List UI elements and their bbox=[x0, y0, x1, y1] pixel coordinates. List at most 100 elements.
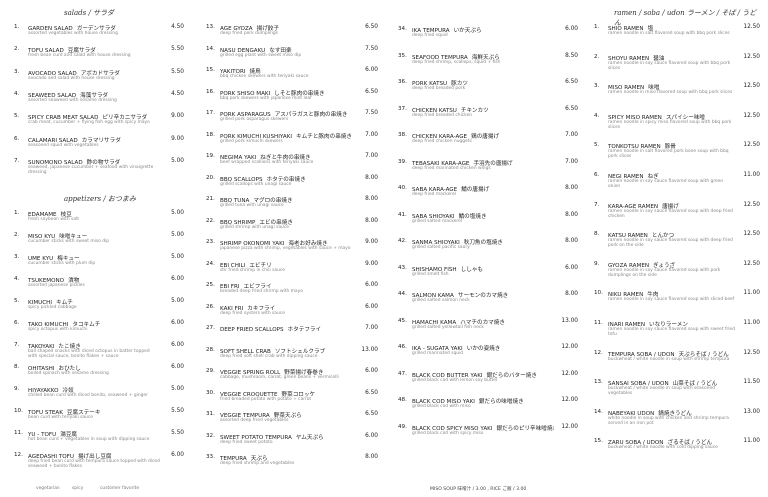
item-name: CALAMARI SALAD bbox=[28, 137, 78, 144]
item-name-line: BBQ TUNA マグロの串焼き bbox=[220, 196, 354, 204]
item-description: ball shaped snacks with diced octopus in… bbox=[28, 349, 150, 359]
item-name: PORK SHISO MAKI bbox=[220, 90, 271, 97]
item-price: 12.50 bbox=[743, 142, 760, 149]
item-name: INARI RAMEN bbox=[608, 322, 646, 328]
menu-item: 47. BLACK COD BUTTER YAKI 銀だらのバター焼き 12.00 gr… bbox=[398, 371, 578, 398]
item-description: ramen noodle in spicy miso flavored soup… bbox=[608, 119, 732, 130]
menu-item: 8. KATSU RAMEN とんかつ 12.50 ramen noodle in so… bbox=[594, 231, 760, 261]
item-description: ramen noodle in salt flavored pork bone … bbox=[608, 149, 729, 160]
item-description: deep fried soft shell crab with dipping … bbox=[220, 353, 318, 359]
item-japanese: 豆腐サラダ bbox=[67, 48, 96, 55]
item-japanese: ハマチのカマ焼き bbox=[460, 319, 505, 326]
menu-item: 9. GYOZA RAMEN ぎょうざ 12.50 ramen noodle in so… bbox=[594, 261, 760, 291]
item-japanese: 野菜揚げ春巻き bbox=[284, 370, 324, 376]
menu-item: 37. CHICKEN KATSU チキンカツ 6.50 deep fried brea… bbox=[398, 106, 578, 133]
item-description: bbq chicken skewers with teriyaki sauce bbox=[220, 74, 309, 79]
item-number: 8. bbox=[14, 364, 20, 370]
item-number: 13. bbox=[206, 24, 215, 30]
item-description: grilled salted mackerel bbox=[412, 218, 463, 224]
legend-item: vegetarian bbox=[36, 486, 60, 491]
item-name: SEAFOOD TEMPURA bbox=[412, 54, 468, 61]
item-name: AVOCADO SALAD bbox=[28, 70, 77, 77]
item-japanese: 海老お好み焼き bbox=[288, 241, 328, 247]
item-name: TEMPURA bbox=[220, 456, 247, 462]
item-japanese: ざるそば / うどん bbox=[667, 440, 713, 447]
item-name: NASU DENGAKU bbox=[220, 47, 266, 54]
item-description: japanese pizza with shrimp, vegetables w… bbox=[220, 246, 351, 251]
item-number: 27. bbox=[206, 325, 215, 331]
menu-item: 11. INARI RAMEN いなりラーメン 11.00 ramen noodle i… bbox=[594, 320, 760, 350]
menu-item: 11. YU - TOFU 湯豆腐 5.50 hot bean curd + veget… bbox=[14, 430, 184, 452]
item-name-line: NABEYAKI UDON 鍋焼きうどん bbox=[608, 409, 736, 417]
item-price: 8.00 bbox=[365, 217, 378, 224]
menu-column: ramen / soba / udon ラーメン / そば / うどん 1. SHI… bbox=[594, 0, 760, 480]
menu-item: 6. NEGI RAMEN ねぎ 11.00 ramen noodle in soy s… bbox=[594, 172, 760, 202]
item-description: crab meat, cucumber + flying fish egg wi… bbox=[28, 120, 150, 126]
item-price: 8.00 bbox=[565, 291, 578, 297]
item-price: 8.50 bbox=[565, 52, 578, 59]
item-japanese: ねぎと牛肉の串焼き bbox=[260, 155, 311, 161]
item-number: 8. bbox=[594, 231, 600, 238]
item-name-line: SWEET POTATO TEMPURA ヤム天ぷら bbox=[220, 433, 354, 441]
item-name-line: VEGGIE CROQUETTE 野菜コロッケ bbox=[220, 390, 354, 398]
item-price: 12.50 bbox=[743, 83, 760, 90]
item-name-line: SPICY CRAB MEAT SALAD ピリ辛カニサラダ bbox=[28, 113, 160, 121]
menu-item: 9. HIYAYAKKO 冷奴 5.00 chilled bean curd with … bbox=[14, 386, 184, 408]
item-number: 1. bbox=[14, 210, 20, 216]
item-name: HIYAYAKKO bbox=[28, 388, 59, 394]
item-name: TAKOYAKI bbox=[28, 344, 55, 350]
item-japanese: 豚カツ bbox=[451, 81, 468, 87]
item-number: 5. bbox=[14, 298, 20, 304]
item-japanese: 野菜コロッケ bbox=[281, 391, 316, 398]
item-japanese: 銀だらのピリ辛味噌焼き bbox=[496, 425, 554, 432]
item-price: 7.50 bbox=[365, 45, 378, 52]
item-japanese: スパイシー味噌 bbox=[665, 114, 705, 121]
item-name-line: TOFU STEAK 豆腐ステーキ bbox=[28, 408, 160, 416]
item-japanese: 唐揚げ bbox=[662, 203, 679, 210]
item-number: 16. bbox=[206, 88, 215, 95]
item-name: IKA TEMPURA bbox=[412, 28, 450, 34]
item-description: deep fried chicken nuggets bbox=[412, 139, 472, 144]
menu-item: 5. KIMUCHI キムチ 5.00 spicy pickled cabbage bbox=[14, 298, 184, 320]
item-name-line: CHICKEN KARA-AGE 鶏の唐揚げ bbox=[412, 132, 554, 140]
item-name-line: VEGGIE TEMPURA 野菜天ぷら bbox=[220, 411, 354, 419]
item-price: 8.00 bbox=[565, 185, 578, 191]
item-name-line: SANSAI SOBA / UDON 山菜そば / うどん bbox=[608, 379, 736, 387]
item-number: 45. bbox=[398, 317, 407, 324]
item-name-line: IKA - SUGATA YAKI いかの姿焼き bbox=[412, 344, 554, 352]
item-name-line: KATSU RAMEN とんかつ bbox=[608, 231, 736, 239]
item-description: deep fried squid bbox=[412, 33, 448, 38]
item-japanese: 枝豆 bbox=[60, 212, 72, 218]
item-name: UME KYU bbox=[28, 256, 54, 262]
menu-item: 3. UME KYU 梅キュー 5.00 cucumber sticks with pl… bbox=[14, 254, 184, 276]
item-number: 15. bbox=[206, 67, 215, 73]
item-description: assorted japanese pickles bbox=[28, 283, 85, 288]
item-description: assorted seaweed with sesame dressing bbox=[28, 97, 117, 103]
legend-item: customer favorite bbox=[100, 486, 140, 491]
menu-item: 7. TAKOYAKI たこ焼き 6.00 ball shaped snacks wit… bbox=[14, 342, 184, 364]
item-japanese: 手羽先の唐揚げ bbox=[473, 160, 513, 167]
item-price: 12.00 bbox=[561, 423, 578, 430]
item-name: CHICKEN KATSU bbox=[412, 107, 457, 114]
menu-item: 6. CALAMARI SALAD カラマリサラダ 9.00 seasoned squi… bbox=[14, 136, 184, 158]
item-japanese: 山菜そば / うどん bbox=[672, 381, 718, 388]
item-number: 6. bbox=[14, 135, 20, 142]
item-name-line: TAKO KIMUCHI タコキムチ bbox=[28, 320, 160, 328]
item-price: 6.50 bbox=[565, 79, 578, 85]
item-price: 13.00 bbox=[743, 408, 760, 415]
item-number: 6. bbox=[14, 320, 20, 326]
item-price: 5.00 bbox=[171, 386, 184, 392]
item-description: buckwheat / white noodle with cold dippi… bbox=[608, 445, 718, 451]
item-name-line: PORK ASPARAGUS アスパラガスと豚肉の串焼き bbox=[220, 110, 354, 118]
item-name-line: DEEP FRIED SCALLOPS ホタテフライ bbox=[220, 325, 354, 333]
item-description: cabbage, mushroom, carrot, green beans +… bbox=[220, 375, 339, 380]
item-price: 5.00 bbox=[171, 254, 184, 260]
item-name: KAKI FRI bbox=[220, 305, 244, 312]
item-japanese: ピリ辛カニサラダ bbox=[102, 115, 148, 122]
item-number: 15. bbox=[594, 438, 603, 445]
item-description: grilled pork kimuchi skewers bbox=[220, 138, 283, 144]
item-price: 7.50 bbox=[365, 110, 378, 116]
item-name-line: SHOYU RAMEN 醤油 bbox=[608, 54, 736, 62]
item-japanese: 豆腐ステーキ bbox=[66, 410, 101, 416]
